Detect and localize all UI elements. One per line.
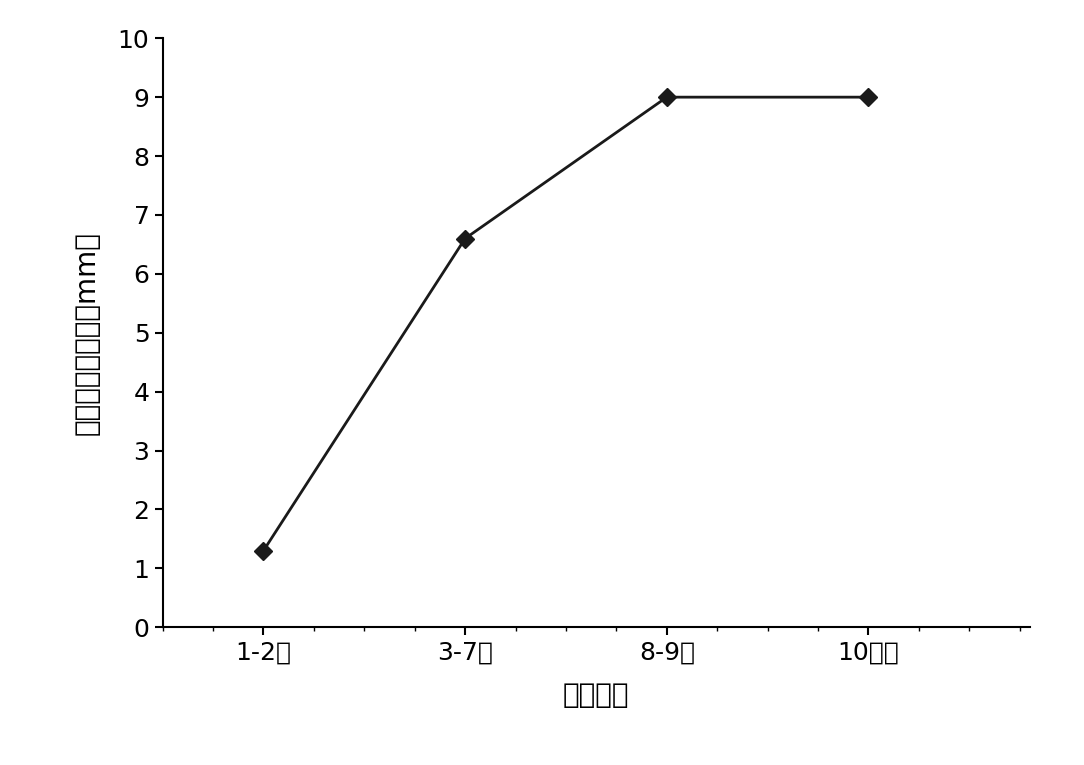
- X-axis label: 发酵时间: 发酵时间: [563, 681, 630, 709]
- Y-axis label: 菌丝体生长长度（mm）: 菌丝体生长长度（mm）: [73, 231, 101, 435]
